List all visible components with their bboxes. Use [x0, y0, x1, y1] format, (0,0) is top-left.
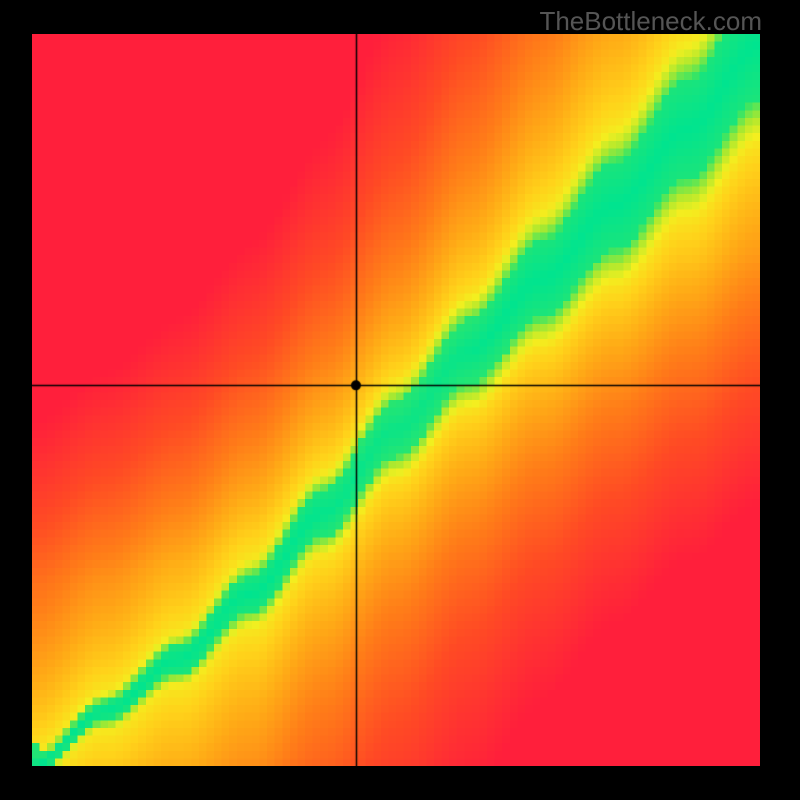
chart-stage: TheBottleneck.com: [0, 0, 800, 800]
watermark-text: TheBottleneck.com: [539, 6, 762, 37]
crosshair-overlay: [32, 34, 760, 766]
